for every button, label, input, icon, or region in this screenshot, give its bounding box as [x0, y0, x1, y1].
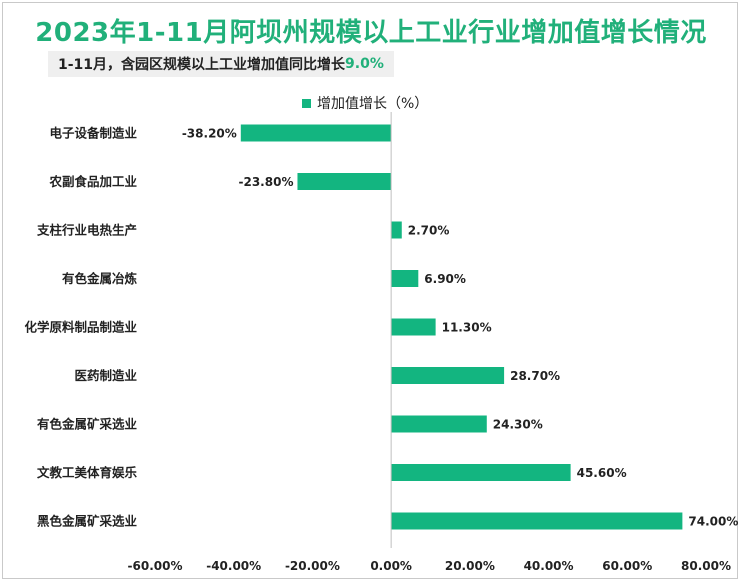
data-label: 28.70%: [510, 369, 560, 383]
bar: [391, 221, 402, 239]
bars-layer: [240, 124, 683, 530]
category-label: 支柱行业电热生产: [36, 223, 137, 238]
category-label: 农副食品加工业: [48, 174, 137, 189]
bar: [240, 124, 392, 142]
x-tick-label: 80.00%: [681, 559, 731, 573]
x-tick-label: -60.00%: [128, 559, 183, 573]
data-label: 6.90%: [424, 272, 466, 286]
bar: [391, 464, 571, 481]
x-tick-label: -40.00%: [206, 559, 261, 573]
bar: [391, 512, 683, 530]
bar: [391, 415, 487, 433]
category-label: 文教工美体育娱乐: [37, 465, 138, 480]
category-label: 有色金属冶炼: [62, 271, 138, 286]
bar: [297, 173, 392, 190]
category-label: 医药制造业: [74, 368, 137, 383]
category-label: 化学原料制品制造业: [24, 320, 137, 335]
data-label: -38.20%: [182, 127, 237, 141]
category-label: 有色金属矿采选业: [37, 417, 138, 432]
legend-label: 增加值增长（%）: [317, 96, 429, 112]
x-tick-label: 40.00%: [524, 559, 574, 573]
data-label: 2.70%: [408, 224, 450, 238]
bar: [391, 367, 505, 384]
legend: 增加值增长（%）: [302, 93, 428, 113]
data-label: 45.60%: [577, 466, 627, 480]
legend-swatch: [302, 98, 311, 108]
chart-title: 2023年1-11月阿坝州规模以上工业行业增加值增长情况: [35, 18, 707, 48]
subtitle-highlight: 9.0%: [345, 56, 384, 72]
x-tick-label: 0.00%: [370, 559, 412, 573]
bar: [391, 318, 436, 336]
subtitle-text: 1-11月，含园区规模以上工业增加值同比增长: [58, 57, 346, 73]
x-tick-label: 20.00%: [445, 559, 495, 573]
bar: [391, 270, 419, 287]
x-tick-label: -20.00%: [285, 559, 340, 573]
labels-layer: 电子设备制造业 -38.20% 农副食品加工业 -23.80% 支柱行业电热生产 2.70…: [24, 126, 738, 529]
subtitle-box: 1-11月，含园区规模以上工业增加值同比增长 9.0%: [48, 51, 394, 77]
data-label: 24.30%: [493, 418, 543, 432]
axis-layer: -60.00% -40.00% -20.00% 0.00% 20.00% 40.00% 60…: [128, 112, 731, 573]
x-tick-label: 60.00%: [602, 559, 652, 573]
category-label: 黑色金属矿采选业: [37, 514, 138, 529]
data-label: -23.80%: [239, 175, 294, 189]
category-label: 电子设备制造业: [49, 126, 137, 141]
data-label: 74.00%: [688, 515, 738, 529]
data-label: 11.30%: [442, 321, 492, 335]
